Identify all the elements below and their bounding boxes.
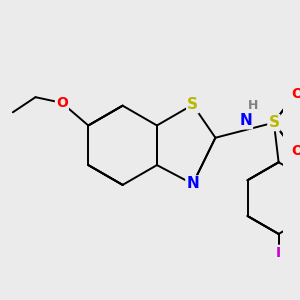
Text: I: I [276, 246, 281, 260]
Text: N: N [239, 113, 252, 128]
Text: O: O [56, 96, 68, 110]
Text: S: S [268, 115, 279, 130]
Text: H: H [248, 99, 258, 112]
Text: N: N [186, 176, 199, 191]
Text: O: O [292, 144, 300, 158]
Text: O: O [292, 87, 300, 101]
Text: S: S [187, 97, 198, 112]
